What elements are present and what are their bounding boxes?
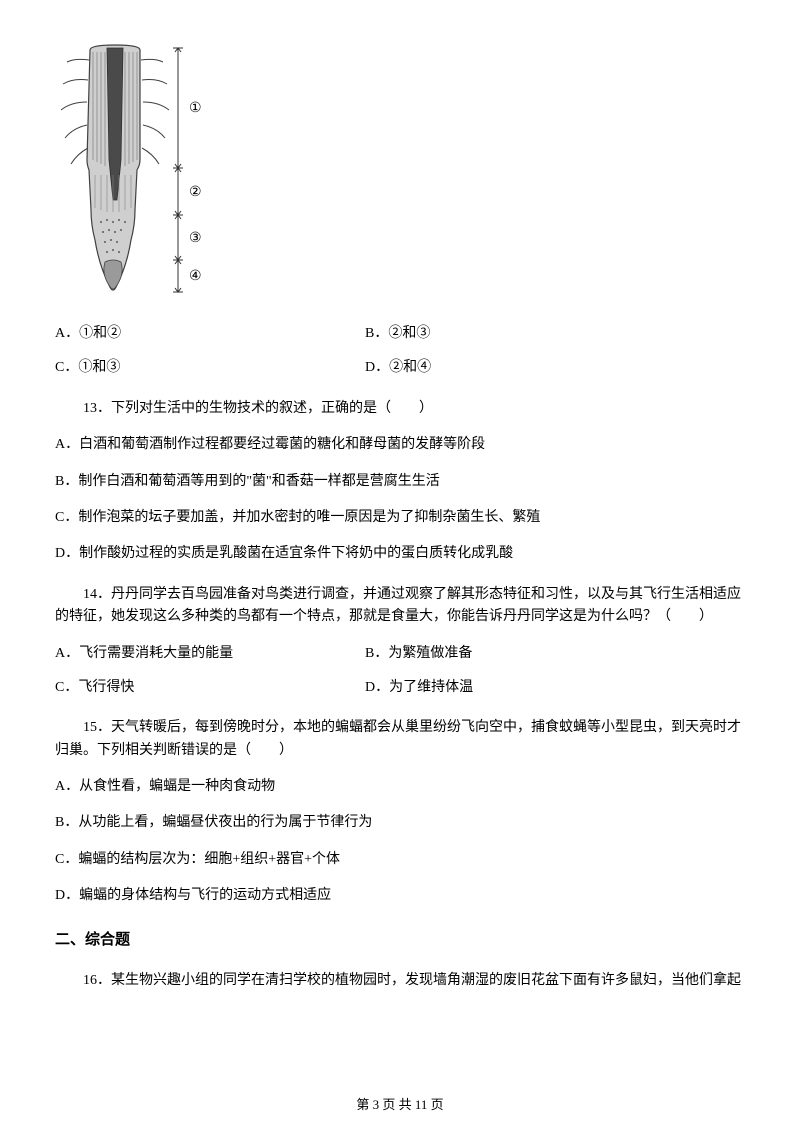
root-tip-diagram: ① ② ③ ④ — [55, 40, 215, 305]
q14-option-b: B．为繁殖做准备 — [365, 643, 745, 665]
q13-option-c: C．制作泡菜的坛子要加盖，并加水密封的唯一原因是为了抑制杂菌生长、繁殖 — [55, 507, 745, 529]
zone-label-2: ② — [189, 185, 202, 200]
q12-option-d: D．②和④ — [365, 357, 745, 379]
q13-option-d: D．制作酸奶过程的实质是乳酸菌在适宜条件下将奶中的蛋白质转化成乳酸 — [55, 543, 745, 565]
q14-options-row2: C．飞行得快 D．为了维持体温 — [55, 677, 745, 699]
q12-options-row1: A．①和② B．②和③ — [55, 323, 745, 345]
q14-stem: 14．丹丹同学去百鸟园准备对鸟类进行调查，并通过观察了解其形态特征和习性，以及与… — [55, 584, 745, 629]
q12-option-b: B．②和③ — [365, 323, 745, 345]
zone-label-4: ④ — [189, 269, 202, 284]
q12-options-row2: C．①和③ D．②和④ — [55, 357, 745, 379]
zone-label-1: ① — [189, 101, 202, 116]
q15-option-b: B．从功能上看，蝙蝠昼伏夜出的行为属于节律行为 — [55, 812, 745, 834]
q15-option-d: D．蝙蝠的身体结构与飞行的运动方式相适应 — [55, 885, 745, 907]
q12-option-c: C．①和③ — [55, 357, 365, 379]
q16-stem: 16．某生物兴趣小组的同学在清扫学校的植物园时，发现墙角潮湿的废旧花盆下面有许多… — [55, 970, 745, 992]
page-footer: 第 3 页 共 11 页 — [0, 1095, 800, 1116]
q13-option-b: B．制作白酒和葡萄酒等用到的"菌"和香菇一样都是营腐生生活 — [55, 471, 745, 493]
q13-option-a: A．白酒和葡萄酒制作过程都要经过霉菌的糖化和酵母菌的发酵等阶段 — [55, 434, 745, 456]
root-tip-svg: ① ② ③ ④ — [55, 40, 215, 305]
q15-option-c: C．蝙蝠的结构层次为：细胞+组织+器官+个体 — [55, 849, 745, 871]
q14-option-c: C．飞行得快 — [55, 677, 365, 699]
q13-stem: 13．下列对生活中的生物技术的叙述，正确的是（ ） — [55, 398, 745, 420]
section-2-title: 二、综合题 — [55, 928, 745, 952]
q14-option-a: A．飞行需要消耗大量的能量 — [55, 643, 365, 665]
q12-option-a: A．①和② — [55, 323, 365, 345]
zone-label-3: ③ — [189, 231, 202, 246]
q14-option-d: D．为了维持体温 — [365, 677, 745, 699]
q15-option-a: A．从食性看，蝙蝠是一种肉食动物 — [55, 776, 745, 798]
q15-stem: 15．天气转暖后，每到傍晚时分，本地的蝙蝠都会从巢里纷纷飞向空中，捕食蚊蝇等小型… — [55, 717, 745, 762]
q14-options-row1: A．飞行需要消耗大量的能量 B．为繁殖做准备 — [55, 643, 745, 665]
